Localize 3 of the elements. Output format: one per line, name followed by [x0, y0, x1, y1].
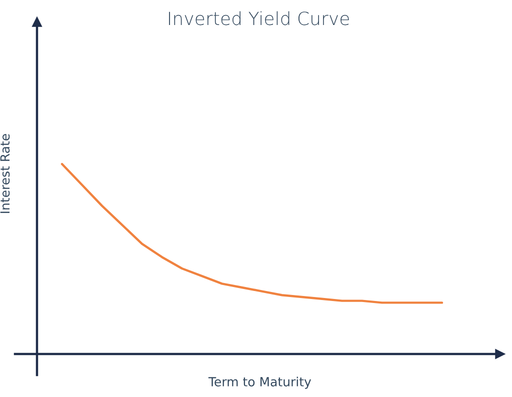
- chart-title: Inverted Yield Curve: [169, 11, 349, 26]
- y-axis-title: Interest Rate: [0, 134, 10, 213]
- x-axis-title: Term to Maturity: [208, 376, 312, 389]
